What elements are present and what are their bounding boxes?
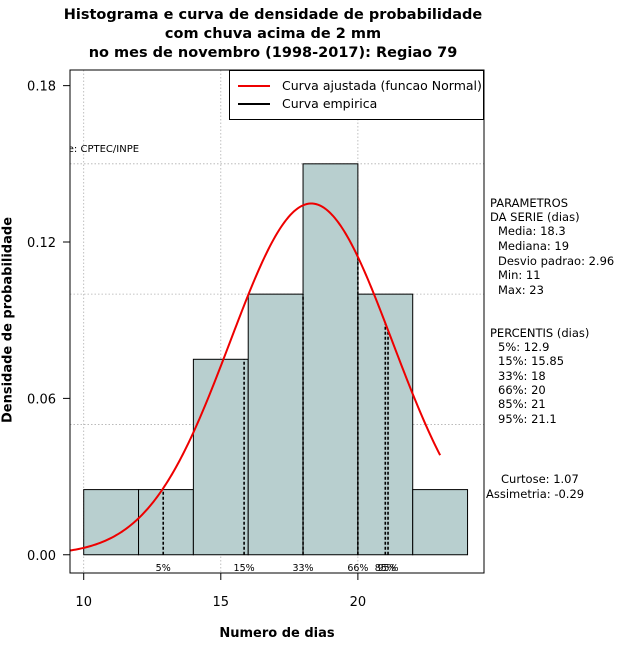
histogram-bar-7 [412, 489, 469, 556]
percentile-label-85: 85% [375, 563, 396, 574]
percentis-heading: PERCENTIS (dias) [490, 326, 590, 340]
x-tick-label-10: 10 [75, 595, 92, 610]
y-tick-label-1: 0.06 [27, 392, 56, 407]
source-text: Fonte: CPTEC/INPE [70, 144, 140, 155]
y-tick-label-3: 0.18 [27, 80, 56, 95]
x-tick-label-20: 20 [350, 595, 367, 610]
parameters-heading-1: PARAMETROS [490, 196, 569, 210]
percentile-lines: 5% 15% 33% 66% 85%95% [156, 256, 399, 574]
percentil-33: 33%: 18 [498, 369, 546, 383]
legend: Curva ajustada (funcao Normal) Curva emp… [229, 70, 484, 120]
percentile-label-66: 66% [347, 563, 368, 574]
percentile-label-95: 95% [377, 563, 398, 574]
legend-entry-fit: Curva ajustada (funcao Normal) [238, 78, 482, 93]
param-max: Max: 23 [498, 283, 544, 297]
histogram-bars [83, 163, 469, 556]
percentil-66: 66%: 20 [498, 383, 546, 397]
histogram-bar-2 [138, 489, 194, 556]
param-desvio: Desvio padrao: 2.96 [498, 254, 615, 268]
normal-fit-curve [69, 202, 442, 552]
y-tick-label-2: 0.12 [27, 236, 56, 251]
legend-entry-empirical: Curva empirica [238, 96, 377, 111]
percentile-label-33: 33% [292, 563, 313, 574]
histogram-bar-5 [302, 163, 359, 556]
y-tick-label-0: 0.00 [27, 549, 56, 564]
percentile-label-5: 5% [156, 563, 171, 574]
source-clip: Fonte: CPTEC/INPE [70, 140, 220, 160]
legend-swatch-empirical [238, 102, 270, 105]
param-mediana: Mediana: 19 [498, 239, 570, 253]
stat-assimetria: Assimetria: -0.29 [486, 487, 585, 501]
param-media: Media: 18.3 [498, 224, 566, 238]
legend-swatch-fit [238, 84, 270, 87]
percentil-85: 85%: 21 [498, 397, 546, 411]
percentil-15: 15%: 15.85 [498, 354, 565, 368]
chart-title-line-3: no mes de novembro (1998-2017): Regiao 7… [88, 45, 458, 61]
percentile-label-15: 15% [234, 563, 255, 574]
param-min: Min: 11 [498, 268, 541, 282]
x-tick-label-15: 15 [213, 595, 230, 610]
percentil-5: 5%: 12.9 [498, 340, 550, 354]
chart-title-line-1: Histograma e curva de densidade de proba… [63, 7, 483, 23]
y-axis-label: Densidade de probabilidade [0, 216, 16, 424]
percentil-95: 95%: 21.1 [498, 412, 557, 426]
parameters-heading-2: DA SERIE (dias) [490, 210, 580, 224]
stat-curtose: Curtose: 1.07 [501, 472, 579, 486]
histogram-bar-3 [192, 358, 249, 556]
legend-label-empirical: Curva empirica [282, 96, 378, 111]
normal-curve [69, 202, 442, 552]
chart-title-line-2: com chuva acima de 2 mm [164, 26, 382, 42]
histogram-bar-4 [247, 293, 304, 556]
legend-label-fit: Curva ajustada (funcao Normal) [282, 78, 482, 93]
x-axis-label: Numero de dias [219, 626, 335, 641]
